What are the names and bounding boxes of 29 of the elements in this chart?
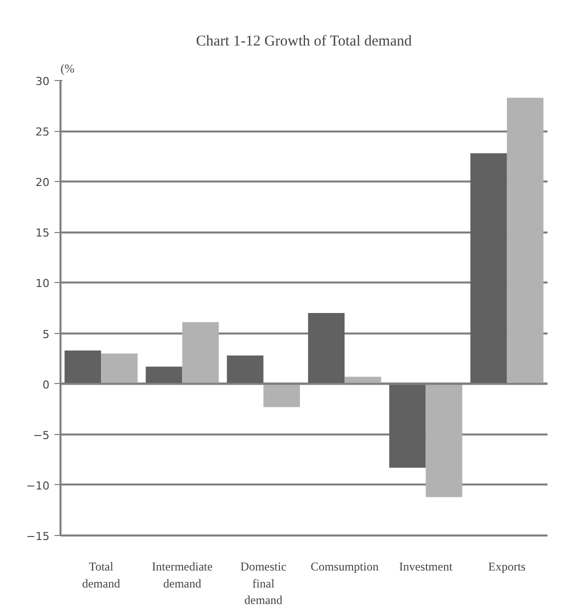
bar	[470, 153, 507, 384]
x-tick-label: Domestic final demand	[240, 560, 286, 608]
bar	[182, 322, 219, 384]
bar	[506, 98, 544, 384]
bar	[263, 384, 300, 408]
y-tick-label: 0	[42, 378, 50, 392]
y-tick-label: 30	[36, 75, 50, 88]
bar	[146, 366, 182, 384]
y-tick-label: 15	[36, 226, 50, 240]
y-tick-label: 20	[36, 176, 50, 190]
x-tick-label: Intermediate demand	[152, 560, 213, 590]
y-tick-label: −15	[26, 530, 50, 543]
bar	[308, 313, 345, 384]
bar	[64, 350, 102, 384]
bar	[226, 356, 264, 384]
bar	[426, 384, 462, 498]
y-tick-label: −5	[33, 428, 50, 442]
y-tick-label: 5	[42, 328, 50, 341]
chart-title: Chart 1-12 Growth of Total demand	[196, 34, 412, 50]
bar	[101, 354, 138, 384]
bar	[389, 384, 426, 468]
x-tick-label: Comsumption	[310, 560, 379, 574]
x-tick-label: Investment	[399, 560, 454, 574]
y-tick-label: 10	[36, 277, 50, 290]
y-tick-label: −10	[26, 479, 50, 492]
x-tick-label: Total demand	[82, 560, 120, 590]
y-axis-title: (%	[60, 62, 74, 76]
x-tick-label: Exports	[488, 560, 526, 574]
y-tick-label: 25	[36, 126, 50, 139]
